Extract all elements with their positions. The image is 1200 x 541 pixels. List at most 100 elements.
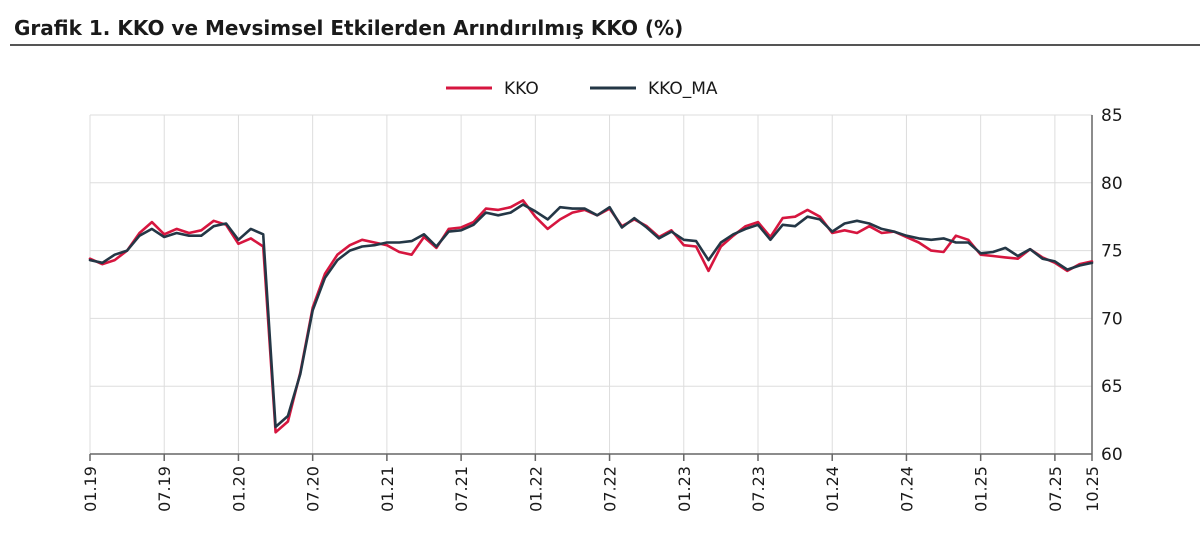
data-point (930, 238, 933, 241)
data-point (757, 221, 759, 224)
data-point (249, 228, 252, 230)
data-point (571, 211, 574, 214)
data-point (559, 218, 561, 221)
series-line-kko (88, 199, 1094, 434)
data-point (1053, 260, 1056, 263)
data-point (979, 252, 982, 255)
data-point (324, 272, 326, 275)
data-point (534, 215, 537, 218)
data-point (484, 211, 487, 214)
series-line-kko-ma (88, 203, 1094, 429)
data-point (658, 237, 660, 240)
data-point (955, 234, 957, 237)
title-underline (10, 44, 1200, 46)
legend-label: KKO (504, 79, 539, 99)
data-point (757, 223, 759, 226)
x-tick-label: 01.21 (378, 466, 397, 512)
data-point (200, 234, 203, 237)
data-point (843, 229, 846, 232)
data-point (299, 373, 302, 375)
data-point (992, 251, 994, 253)
data-point (447, 230, 450, 233)
data-point (175, 228, 178, 230)
data-point (1004, 246, 1007, 249)
data-point (1078, 264, 1081, 267)
data-point (212, 219, 215, 222)
data-point (237, 242, 240, 245)
data-point (188, 232, 190, 234)
data-point (435, 245, 438, 248)
x-tick-label: 01.19 (81, 466, 100, 512)
data-point (707, 270, 710, 272)
legend-item-kko: KKO (446, 79, 539, 99)
data-point (621, 226, 623, 229)
x-tick-label: 07.24 (897, 466, 916, 512)
data-point (880, 232, 883, 234)
data-point (423, 236, 425, 238)
data-point (1091, 261, 1093, 264)
legend-label: KKO_MA (648, 79, 718, 99)
data-point (509, 206, 512, 209)
data-point (410, 253, 413, 256)
data-point (348, 249, 351, 252)
x-tick-label: 07.22 (601, 466, 620, 512)
data-point (398, 251, 401, 253)
data-point (806, 209, 809, 211)
data-point (967, 238, 970, 241)
y-tick-label: 80 (1101, 174, 1123, 194)
legend-item-kko-ma: KKO_MA (590, 79, 718, 99)
y-tick-label: 70 (1101, 309, 1123, 329)
data-point (522, 203, 524, 206)
data-point (460, 226, 463, 229)
series-points-kko-ma (89, 203, 1093, 428)
data-point (682, 238, 685, 241)
data-point (447, 228, 450, 230)
data-point (682, 244, 685, 247)
data-point (237, 238, 240, 241)
legend: KKO KKO_MA (446, 79, 718, 99)
data-point (806, 215, 809, 218)
x-tick-label: 07.19 (155, 466, 174, 512)
data-point (497, 209, 500, 211)
x-tick-label: 07.25 (1046, 466, 1065, 512)
data-point (274, 425, 277, 428)
data-point (955, 241, 957, 244)
data-point (200, 229, 203, 232)
data-point (633, 217, 636, 219)
data-point (856, 232, 858, 234)
y-tick-label: 75 (1101, 242, 1123, 262)
data-point (472, 223, 475, 226)
data-point (163, 236, 166, 238)
data-point (509, 211, 512, 214)
series-points-kko (89, 199, 1093, 434)
data-point (336, 259, 339, 261)
axes: 60 65 70 75 80 85 01.19 07.19 01.20 07.20 01.21 07.… (81, 106, 1123, 512)
data-point (843, 222, 846, 225)
data-point (744, 225, 747, 228)
data-point (546, 228, 549, 230)
data-point (522, 199, 524, 202)
data-point (930, 249, 933, 252)
data-point (818, 218, 821, 221)
data-point (781, 223, 784, 226)
data-point (311, 309, 314, 312)
data-point (880, 228, 883, 230)
data-point (744, 228, 747, 230)
data-point (373, 241, 376, 244)
data-point (831, 230, 834, 233)
data-point (905, 234, 908, 237)
data-point (138, 234, 141, 237)
data-point (571, 207, 574, 210)
data-point (1016, 257, 1019, 260)
data-point (583, 207, 586, 210)
data-point (324, 276, 326, 279)
data-point (818, 215, 821, 218)
y-tick-label: 60 (1101, 445, 1123, 465)
data-point (967, 241, 970, 244)
data-point (348, 244, 351, 247)
data-point (559, 206, 561, 209)
data-point (274, 431, 277, 434)
data-point (361, 245, 364, 248)
data-point (484, 207, 487, 210)
